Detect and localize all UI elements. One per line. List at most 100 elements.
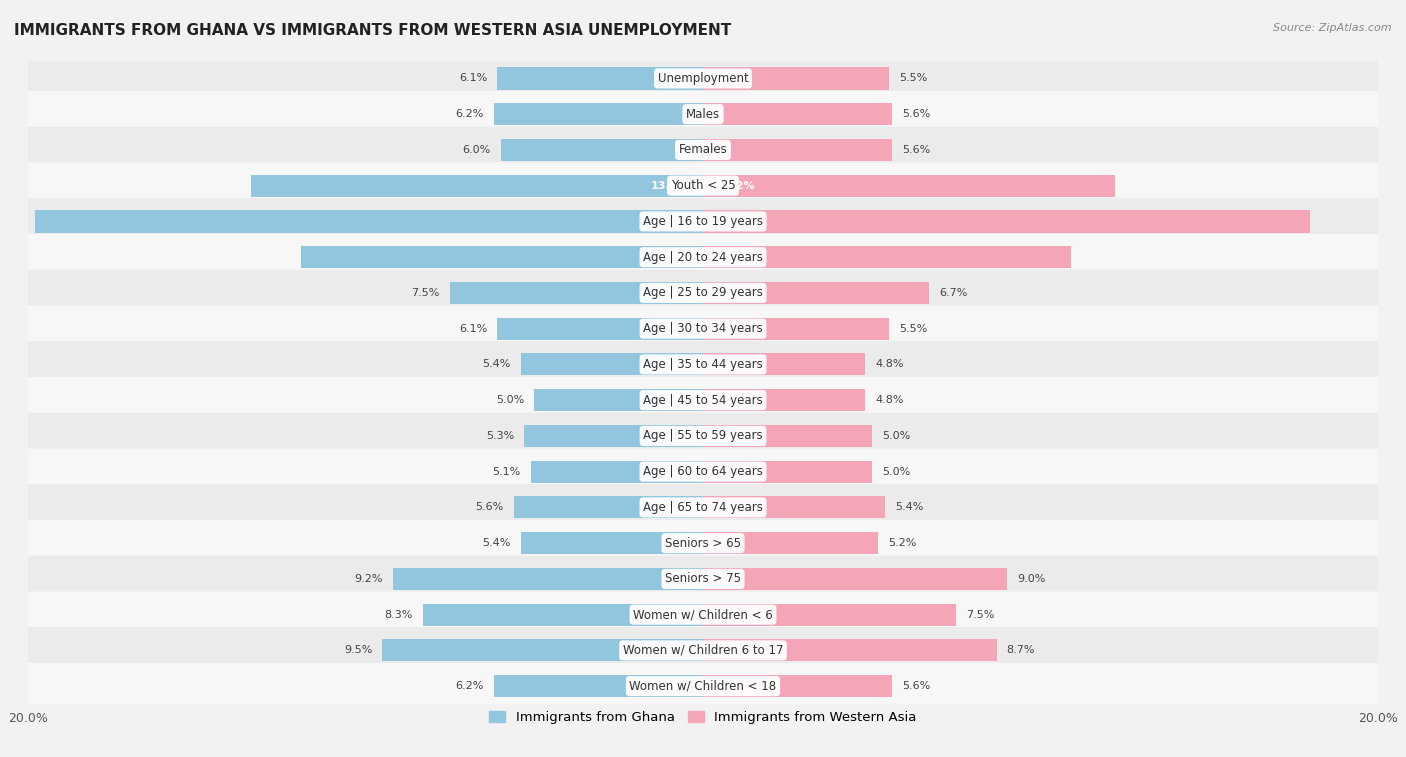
Bar [301,246,703,268]
Bar [703,425,872,447]
FancyBboxPatch shape [13,413,1393,459]
Text: Age | 45 to 54 years: Age | 45 to 54 years [643,394,763,407]
Text: 6.0%: 6.0% [463,145,491,155]
Text: 5.6%: 5.6% [903,145,931,155]
Text: Age | 35 to 44 years: Age | 35 to 44 years [643,358,763,371]
Bar [703,497,886,519]
Bar [520,354,703,375]
FancyBboxPatch shape [13,198,1393,245]
Text: Women w/ Children < 6: Women w/ Children < 6 [633,608,773,621]
Bar [520,532,703,554]
Text: 5.6%: 5.6% [903,109,931,119]
FancyBboxPatch shape [13,627,1393,674]
Text: 6.2%: 6.2% [456,109,484,119]
FancyBboxPatch shape [13,377,1393,423]
Text: 5.4%: 5.4% [896,503,924,512]
Text: Source: ZipAtlas.com: Source: ZipAtlas.com [1274,23,1392,33]
Text: 5.5%: 5.5% [898,324,927,334]
Text: Youth < 25: Youth < 25 [671,179,735,192]
Text: 5.2%: 5.2% [889,538,917,548]
FancyBboxPatch shape [13,269,1393,316]
Text: Females: Females [679,143,727,157]
Bar [703,282,929,304]
Text: 13.4%: 13.4% [651,181,689,191]
Text: IMMIGRANTS FROM GHANA VS IMMIGRANTS FROM WESTERN ASIA UNEMPLOYMENT: IMMIGRANTS FROM GHANA VS IMMIGRANTS FROM… [14,23,731,38]
Text: Age | 25 to 29 years: Age | 25 to 29 years [643,286,763,300]
FancyBboxPatch shape [13,163,1393,209]
Bar [703,210,1310,232]
Bar [703,318,889,340]
FancyBboxPatch shape [13,520,1393,566]
Text: 5.6%: 5.6% [903,681,931,691]
Bar [494,103,703,125]
FancyBboxPatch shape [13,556,1393,602]
FancyBboxPatch shape [13,234,1393,280]
Text: Seniors > 75: Seniors > 75 [665,572,741,585]
Text: 5.0%: 5.0% [882,466,910,477]
FancyBboxPatch shape [13,591,1393,638]
Bar [703,246,1071,268]
Text: 7.5%: 7.5% [966,609,994,620]
FancyBboxPatch shape [13,305,1393,352]
Text: 6.1%: 6.1% [458,73,486,83]
Bar [494,675,703,697]
Text: 12.2%: 12.2% [717,181,755,191]
Text: 19.8%: 19.8% [651,217,689,226]
Text: 5.1%: 5.1% [492,466,520,477]
Text: Women w/ Children < 18: Women w/ Children < 18 [630,680,776,693]
Text: 6.2%: 6.2% [456,681,484,691]
Text: 5.0%: 5.0% [496,395,524,405]
FancyBboxPatch shape [13,341,1393,388]
Bar [524,425,703,447]
FancyBboxPatch shape [13,55,1393,101]
Bar [703,460,872,483]
FancyBboxPatch shape [13,663,1393,709]
Text: 10.9%: 10.9% [717,252,755,262]
Bar [501,139,703,161]
Bar [703,389,865,411]
Bar [515,497,703,519]
Text: 8.7%: 8.7% [1007,646,1035,656]
Bar [531,460,703,483]
Bar [703,175,1115,197]
Bar [498,67,703,89]
Text: Age | 60 to 64 years: Age | 60 to 64 years [643,465,763,478]
FancyBboxPatch shape [13,448,1393,495]
Bar [382,640,703,662]
Text: Age | 30 to 34 years: Age | 30 to 34 years [643,322,763,335]
Bar [703,532,879,554]
Bar [703,67,889,89]
Text: 9.0%: 9.0% [1017,574,1045,584]
Bar [423,603,703,626]
Bar [703,103,891,125]
Text: 5.4%: 5.4% [482,538,510,548]
Bar [703,675,891,697]
Text: 5.0%: 5.0% [882,431,910,441]
FancyBboxPatch shape [13,91,1393,138]
Text: 6.1%: 6.1% [458,324,486,334]
Text: Age | 20 to 24 years: Age | 20 to 24 years [643,251,763,263]
Text: 5.4%: 5.4% [482,360,510,369]
FancyBboxPatch shape [13,126,1393,173]
FancyBboxPatch shape [13,484,1393,531]
Bar [392,568,703,590]
Text: 18.0%: 18.0% [717,217,755,226]
Bar [703,640,997,662]
Text: Unemployment: Unemployment [658,72,748,85]
Text: Males: Males [686,107,720,120]
Text: Age | 16 to 19 years: Age | 16 to 19 years [643,215,763,228]
Bar [534,389,703,411]
Text: 9.2%: 9.2% [354,574,382,584]
Text: 5.5%: 5.5% [898,73,927,83]
Bar [250,175,703,197]
Text: Age | 65 to 74 years: Age | 65 to 74 years [643,501,763,514]
Bar [35,210,703,232]
Text: Seniors > 65: Seniors > 65 [665,537,741,550]
Text: 7.5%: 7.5% [412,288,440,298]
Text: 6.7%: 6.7% [939,288,967,298]
Bar [703,603,956,626]
Bar [703,139,891,161]
Text: Age | 55 to 59 years: Age | 55 to 59 years [643,429,763,442]
Bar [703,354,865,375]
Bar [498,318,703,340]
